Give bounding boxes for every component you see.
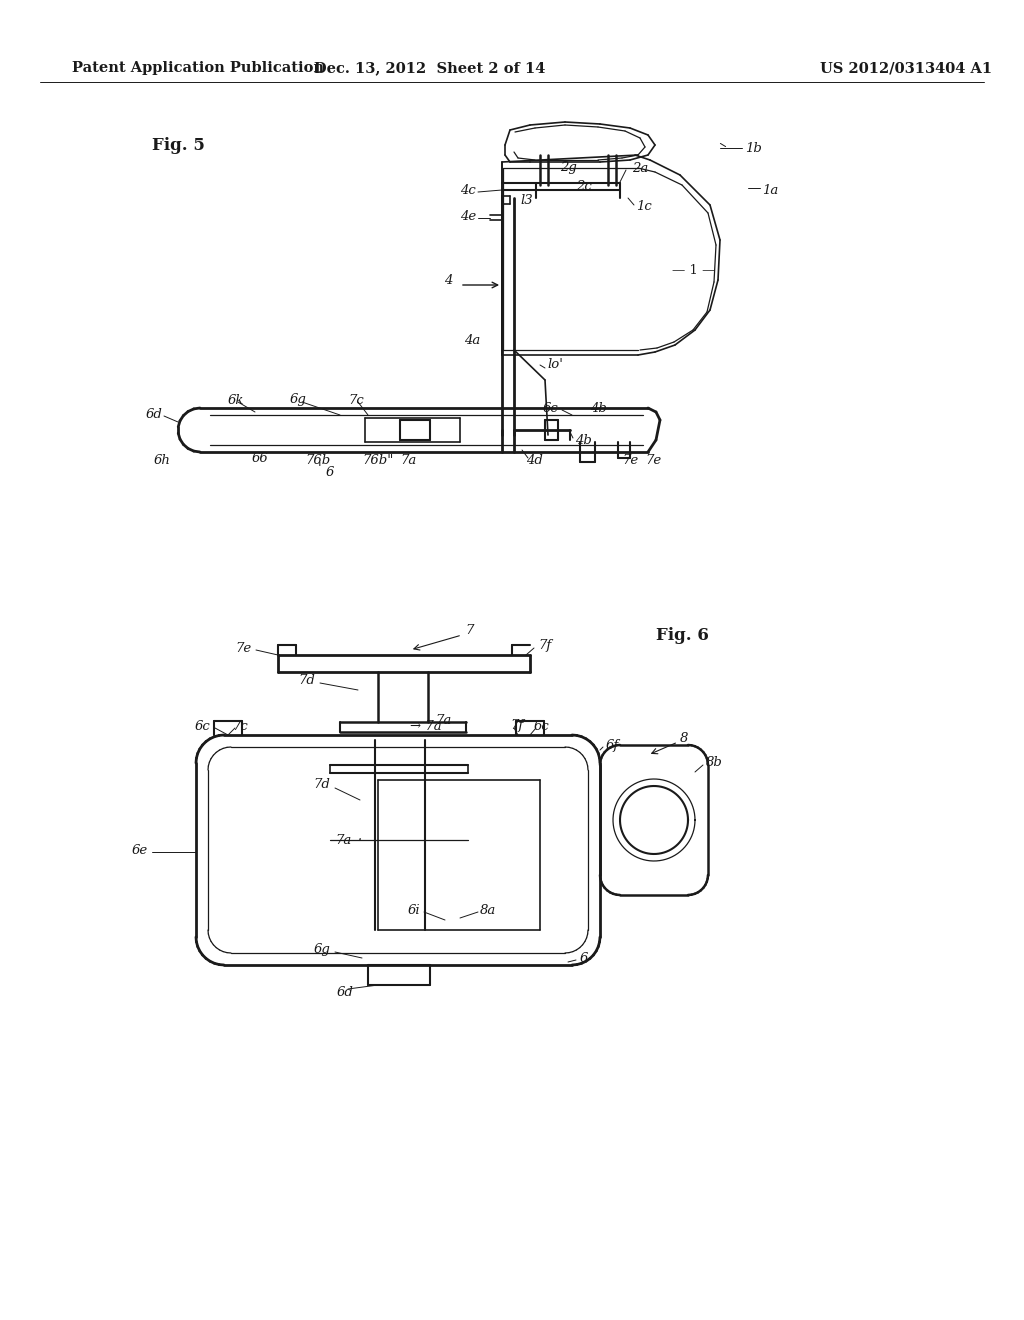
Text: 4: 4 [443, 273, 452, 286]
Text: 4e: 4e [460, 210, 476, 223]
Text: 6i: 6i [408, 903, 420, 916]
Text: 1b: 1b [745, 141, 762, 154]
Text: 7a: 7a [335, 833, 351, 846]
Text: 7e: 7e [622, 454, 638, 466]
Text: 6c: 6c [195, 719, 210, 733]
Text: 6d: 6d [337, 986, 353, 998]
Text: Dec. 13, 2012  Sheet 2 of 14: Dec. 13, 2012 Sheet 2 of 14 [314, 61, 546, 75]
Text: ': ' [318, 462, 322, 474]
Text: 6k: 6k [228, 393, 245, 407]
Text: Fig. 6: Fig. 6 [656, 627, 709, 644]
Text: 6g: 6g [290, 393, 307, 407]
Text: 7a: 7a [435, 714, 452, 726]
Text: 76b: 76b [305, 454, 331, 466]
Text: 4a: 4a [464, 334, 480, 346]
Text: 8b: 8b [706, 755, 723, 768]
Text: 6: 6 [580, 952, 589, 965]
Text: 7c: 7c [232, 719, 248, 733]
Text: 7d: 7d [298, 673, 315, 686]
Text: 6: 6 [326, 466, 334, 479]
Text: Patent Application Publication: Patent Application Publication [72, 61, 324, 75]
Text: 4d: 4d [526, 454, 543, 466]
Text: 7f: 7f [538, 639, 551, 652]
Text: 6e: 6e [132, 843, 148, 857]
Text: 66: 66 [252, 451, 268, 465]
Text: l3: l3 [520, 194, 532, 206]
Text: 4b: 4b [575, 433, 592, 446]
Text: 7a: 7a [400, 454, 416, 466]
Text: 6g: 6g [313, 944, 330, 957]
Text: 4b: 4b [590, 401, 607, 414]
Text: 7f: 7f [510, 719, 523, 733]
Text: 2a: 2a [632, 161, 648, 174]
Text: · –: · – [358, 833, 373, 846]
Text: 2g: 2g [560, 161, 577, 174]
Text: 6f: 6f [606, 738, 620, 751]
Text: 7d: 7d [313, 777, 330, 791]
Text: 1a: 1a [762, 183, 778, 197]
Text: 76b": 76b" [362, 454, 393, 466]
Text: Fig. 5: Fig. 5 [152, 136, 205, 153]
Text: 7c: 7c [348, 393, 364, 407]
Text: 6d: 6d [145, 408, 162, 421]
Text: 2c: 2c [575, 180, 592, 193]
Text: 8: 8 [680, 731, 688, 744]
Text: lo': lo' [547, 359, 563, 371]
Text: → 7a: → 7a [410, 719, 441, 733]
Text: 6h: 6h [154, 454, 170, 466]
Text: 8a: 8a [480, 903, 497, 916]
Text: 6c: 6c [543, 401, 558, 414]
Text: 1c: 1c [636, 201, 651, 214]
Text: 6c: 6c [534, 719, 550, 733]
Text: 7e: 7e [236, 642, 252, 655]
Text: 7: 7 [465, 623, 473, 636]
Text: 4c: 4c [460, 183, 476, 197]
Text: US 2012/0313404 A1: US 2012/0313404 A1 [820, 61, 992, 75]
Text: 7e: 7e [645, 454, 662, 466]
Text: — 1 —: — 1 — [672, 264, 716, 276]
